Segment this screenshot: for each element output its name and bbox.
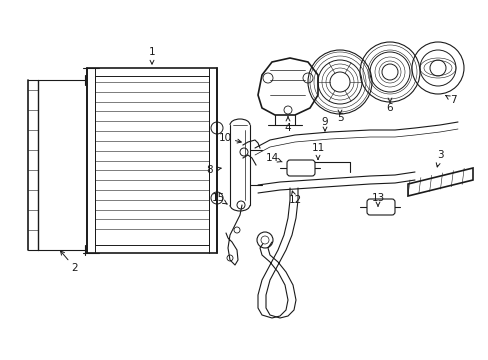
Text: 14: 14 — [265, 153, 278, 163]
FancyBboxPatch shape — [366, 199, 394, 215]
FancyBboxPatch shape — [286, 160, 314, 176]
Text: 4: 4 — [284, 123, 291, 133]
Text: 2: 2 — [72, 263, 78, 273]
Bar — [87, 68, 217, 253]
Text: 15: 15 — [211, 193, 224, 203]
Text: 1: 1 — [148, 47, 155, 57]
Text: 8: 8 — [206, 165, 213, 175]
Text: 7: 7 — [449, 95, 455, 105]
Text: 9: 9 — [321, 117, 327, 127]
Text: 13: 13 — [370, 193, 384, 203]
Text: 12: 12 — [288, 195, 301, 205]
Text: 3: 3 — [436, 150, 443, 160]
Text: 6: 6 — [386, 103, 392, 113]
Circle shape — [261, 236, 268, 244]
Bar — [95, 76, 208, 245]
Text: 11: 11 — [311, 143, 324, 153]
Text: 10: 10 — [218, 133, 231, 143]
Text: 5: 5 — [336, 113, 343, 123]
